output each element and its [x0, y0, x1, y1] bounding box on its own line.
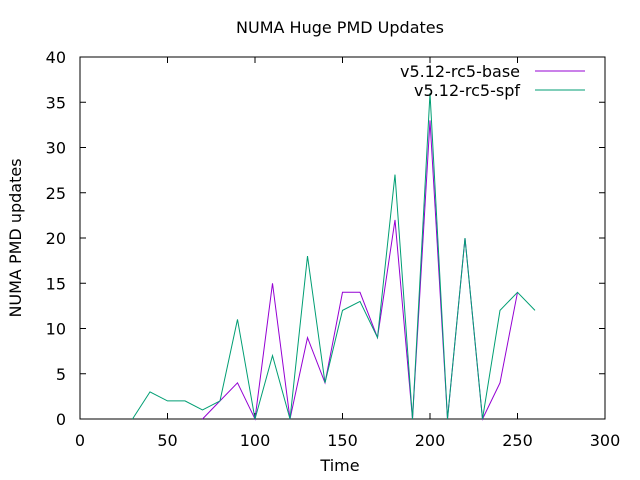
x-tick-label: 0 — [75, 431, 85, 450]
legend-label-1: v5.12-rc5-spf — [414, 81, 520, 100]
series-lines — [132, 93, 536, 421]
x-tick-label: 300 — [590, 431, 621, 450]
x-axis: 0 50 100 150 200 250 300 — [75, 57, 620, 450]
y-axis: 0 5 10 15 20 25 30 35 40 — [46, 48, 605, 429]
series-line-1 — [132, 93, 536, 420]
y-tick-label: 25 — [46, 184, 66, 203]
y-tick-label: 40 — [46, 48, 66, 67]
plot-frame — [79, 56, 606, 420]
x-tick-label: 200 — [415, 431, 446, 450]
y-tick-label: 0 — [56, 410, 66, 429]
series-line-0 — [202, 120, 518, 421]
plot-area — [79, 56, 606, 420]
x-tick-label: 100 — [240, 431, 271, 450]
chart-title: NUMA Huge PMD Updates — [236, 18, 444, 37]
x-tick-label: 50 — [157, 431, 177, 450]
x-tick-label: 250 — [502, 431, 533, 450]
y-tick-label: 15 — [46, 274, 66, 293]
y-tick-label: 10 — [46, 320, 66, 339]
x-tick-label: 150 — [327, 431, 358, 450]
y-tick-label: 20 — [46, 229, 66, 248]
y-axis-title: NUMA PMD updates — [6, 158, 25, 317]
y-tick-label: 5 — [56, 365, 66, 384]
x-axis-title: Time — [319, 456, 359, 475]
y-tick-label: 30 — [46, 139, 66, 158]
y-tick-label: 35 — [46, 93, 66, 112]
legend-label-0: v5.12-rc5-base — [400, 62, 520, 81]
